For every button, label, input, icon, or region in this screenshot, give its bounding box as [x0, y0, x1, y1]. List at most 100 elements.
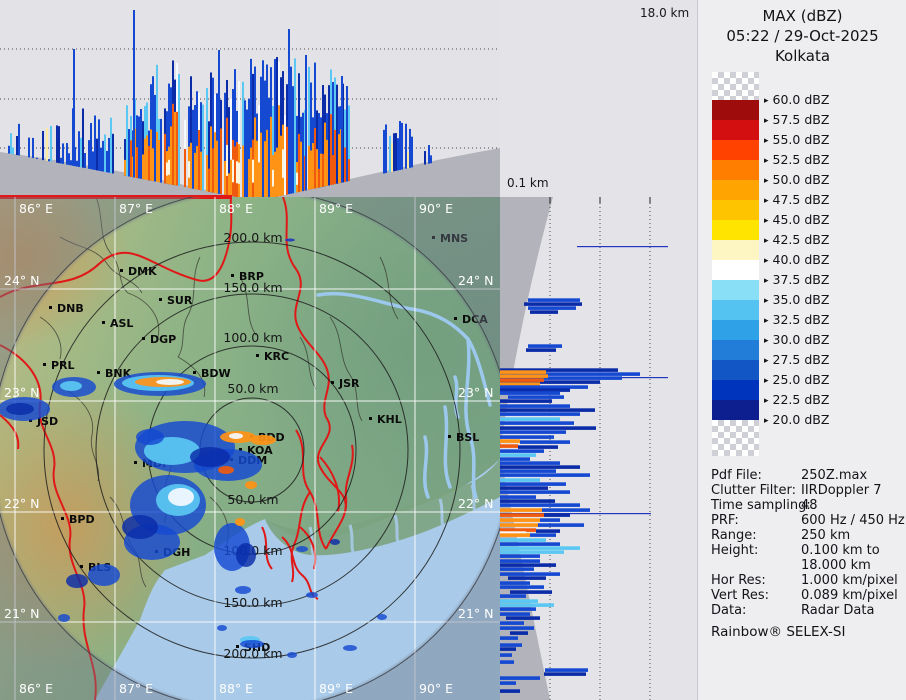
profile-echo-bar: [282, 149, 284, 178]
profile-echo-bar: [399, 121, 401, 170]
profile-echo-bar: [500, 518, 540, 522]
profile-echo-bar: [500, 430, 566, 434]
latlon-label: 24° N: [4, 273, 39, 288]
metadata-value: IIRDoppler 7: [801, 483, 882, 498]
profile-echo-bar: [500, 581, 530, 585]
dbz-label: ▸ 47.5 dBZ: [764, 192, 829, 208]
profile-echo-bar: [254, 117, 256, 197]
profile-echo-bar: [172, 103, 174, 185]
profile-echo-bar: [88, 140, 90, 169]
profile-echo-bar: [500, 653, 512, 657]
metadata-value: 600 Hz / 450 Hz: [801, 513, 905, 528]
profile-echo-bar: [500, 404, 570, 408]
legend-tick-arrow-icon: ▸: [764, 336, 769, 346]
right-height-profile-panel: [500, 197, 668, 700]
profile-echo-bar: [500, 374, 548, 378]
profile-echo-bar: [150, 129, 152, 181]
profile-echo-bar: [152, 76, 154, 182]
profile-echo-bar: [144, 138, 146, 180]
profile-echo-bar: [500, 378, 544, 382]
profile-echo-bar: [148, 145, 150, 181]
profile-echo-bar: [346, 86, 348, 182]
profile-echo-bar: [520, 440, 570, 444]
profile-echo-bar: [168, 83, 170, 185]
product-metadata: Pdf File: 250Z.max Clutter Filter: IIRDoppl…: [711, 468, 905, 618]
profile-echo-bar: [156, 64, 158, 182]
metadata-row: Hor Res: 1.000 km/pixel: [711, 573, 901, 588]
profile-echo-bar: [262, 60, 264, 197]
profile-echo-bar: [258, 105, 260, 197]
profile-echo-bar: [36, 157, 38, 159]
profile-echo-bar: [290, 66, 292, 194]
profile-echo-bar: [428, 145, 430, 164]
metadata-row: Height: 0.100 km to: [711, 543, 901, 558]
profile-echo-bar: [314, 62, 316, 189]
profile-echo-bar: [538, 523, 584, 527]
profile-echo-bar: [500, 380, 600, 384]
profile-echo-bar: [140, 109, 142, 179]
profile-echo-bar: [226, 144, 228, 176]
profile-echo-bar: [56, 125, 58, 163]
top-profile-gridlines: [0, 48, 500, 149]
profile-echo-bar: [238, 81, 240, 197]
profile-echo-bar: [73, 49, 75, 166]
colorbar-segment: [712, 100, 759, 120]
profile-echo-bar: [190, 142, 192, 189]
profile-echo-bar: [530, 533, 556, 537]
profile-echo-bar: [518, 445, 558, 449]
legend-panel: MAX (dBZ) 05:22 / 29-Oct-2025 Kolkata Pd…: [697, 0, 906, 700]
profile-echo-bar: [274, 151, 276, 197]
profile-echo-bar: [500, 465, 580, 469]
profile-echo-bar: [401, 122, 403, 170]
profile-echo-bar: [100, 147, 102, 172]
profile-echo-bar: [264, 141, 266, 197]
right-profile-gridlines: [549, 203, 651, 700]
profile-echo-bar: [248, 159, 250, 197]
profile-echo-bar: [278, 105, 280, 197]
latlon-label: 23° N: [458, 385, 493, 400]
profile-echo-bar: [202, 104, 204, 191]
profile-echo-bar: [524, 302, 582, 306]
profile-echo-bar: [500, 372, 640, 376]
profile-echo-bar: [385, 124, 387, 174]
profile-echo-bar: [528, 306, 576, 310]
profile-echo-bar: [106, 150, 108, 173]
profile-echo-bar: [500, 599, 538, 603]
latlon-label: 88° E: [219, 681, 253, 696]
profile-echo-bar: [500, 513, 651, 515]
dbz-label-text: 35.0 dBZ: [772, 292, 830, 307]
profile-echo-bar: [60, 157, 62, 164]
profile-echo-bar: [92, 151, 94, 170]
profile-echo-bar: [500, 550, 564, 554]
legend-tick-arrow-icon: ▸: [764, 236, 769, 246]
metadata-row: 18.000 km: [711, 558, 901, 573]
profile-echo-bar: [230, 98, 232, 197]
profile-echo-bar: [500, 531, 526, 535]
profile-echo-bar: [500, 417, 560, 421]
legend-tick-arrow-icon: ▸: [764, 396, 769, 406]
profile-echo-bar: [104, 134, 106, 172]
profile-echo-bar: [320, 153, 322, 188]
profile-echo-bar: [500, 523, 538, 527]
dbz-label-text: 37.5 dBZ: [772, 272, 830, 287]
profile-echo-bar: [58, 126, 60, 164]
profile-echo-bar: [500, 469, 556, 473]
profile-echo-bar: [208, 121, 210, 192]
profile-echo-bar: [500, 426, 596, 430]
profile-echo-bar: [500, 444, 518, 448]
profile-echo-bar: [383, 129, 385, 174]
profile-echo-bar: [500, 660, 514, 664]
profile-echo-bar: [84, 153, 86, 169]
profile-echo-bar: [300, 141, 302, 192]
profile-echo-bar: [220, 128, 222, 195]
profile-echo-bar: [510, 590, 552, 594]
profile-echo-bar: [178, 74, 180, 187]
colorbar-segment: [712, 160, 759, 180]
profile-echo-bar: [242, 81, 244, 197]
profile-echo-bar: [500, 607, 536, 611]
profile-echo-bar: [46, 127, 48, 161]
legend-tick-arrow-icon: ▸: [764, 116, 769, 126]
station-name: Kolkata: [774, 47, 831, 65]
profile-echo-bar: [577, 246, 668, 248]
profile-echo-bar: [318, 168, 320, 188]
